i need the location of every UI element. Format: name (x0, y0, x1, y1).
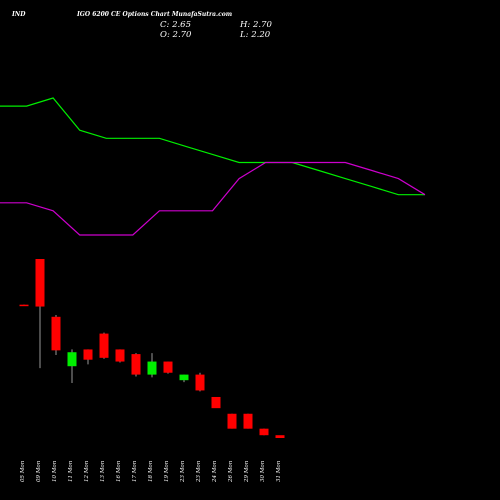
candle-body-down (243, 413, 253, 429)
x-tick-label: 11 Mon (68, 460, 74, 482)
indicator-line-2 (0, 161, 426, 236)
candle-body-down (35, 259, 45, 307)
candle (211, 396, 221, 409)
close-value: C: 2.65 (160, 20, 191, 30)
candle (99, 332, 109, 359)
candle (275, 435, 285, 438)
candle-body-down (99, 333, 109, 358)
candle-body-down (163, 361, 173, 373)
candle-body-down (19, 304, 29, 307)
open-value: O: 2.70 (160, 30, 192, 40)
x-tick-label: 16 Mon (116, 460, 122, 482)
candle-body-up (67, 352, 77, 367)
indicator-line-1 (0, 97, 425, 196)
candle (131, 353, 141, 377)
x-tick-label: 09 Mon (36, 460, 42, 482)
x-tick-label: 29 Mon (244, 460, 250, 483)
candle-body-down (131, 354, 141, 375)
x-tick-label: 30 Mon (260, 460, 266, 482)
candle-body-down (211, 396, 221, 409)
x-tick-label: 13 Mon (100, 460, 106, 482)
candles (19, 259, 285, 438)
candle-body-down (195, 374, 205, 391)
candle-body-down (83, 349, 93, 360)
x-tick-label: 10 Mon (52, 460, 58, 482)
x-tick-label: 26 Mon (228, 460, 234, 483)
candle (259, 428, 269, 436)
indicator-lines (0, 97, 426, 236)
x-tick-label: 12 Mon (84, 460, 90, 482)
candle (179, 374, 189, 383)
x-tick-label: 17 Mon (132, 460, 138, 482)
candle (243, 413, 253, 429)
candle-body-down (115, 349, 125, 362)
candle (83, 349, 93, 365)
x-tick-label: 19 Mon (164, 460, 170, 482)
candle-body-down (227, 413, 237, 429)
candle (163, 361, 173, 374)
candle (19, 304, 29, 307)
chart-symbol: IND (11, 11, 26, 18)
candle (35, 259, 45, 369)
candle (115, 349, 125, 363)
x-tick-label: 05 Mon (20, 460, 26, 482)
candle-body-up (147, 361, 157, 375)
candle-body-down (51, 316, 61, 351)
x-tick-label: 18 Mon (148, 460, 154, 482)
candle (195, 372, 205, 392)
x-tick-label: 23 Mon (180, 460, 186, 483)
x-tick-label: 24 Mon (212, 460, 218, 483)
candle-body-down (275, 435, 285, 438)
candle (51, 314, 61, 356)
candle (147, 353, 157, 378)
x-tick-label: 31 Mon (276, 460, 282, 482)
candle (227, 413, 237, 429)
low-value: L: 2.20 (239, 30, 271, 40)
candle-body-down (259, 428, 269, 436)
candle (67, 349, 77, 383)
x-tick-label: 23 Mon (196, 460, 202, 483)
chart-title: IGO 6200 CE Options Chart MunafaSutra.co… (76, 11, 232, 18)
candle-body-up (179, 374, 189, 381)
x-axis-ticks: 05 Mon 09 Mon 10 Mon 11 Mon 12 Mon 13 Mon 16 M… (20, 460, 282, 483)
high-value: H: 2.70 (239, 20, 272, 30)
